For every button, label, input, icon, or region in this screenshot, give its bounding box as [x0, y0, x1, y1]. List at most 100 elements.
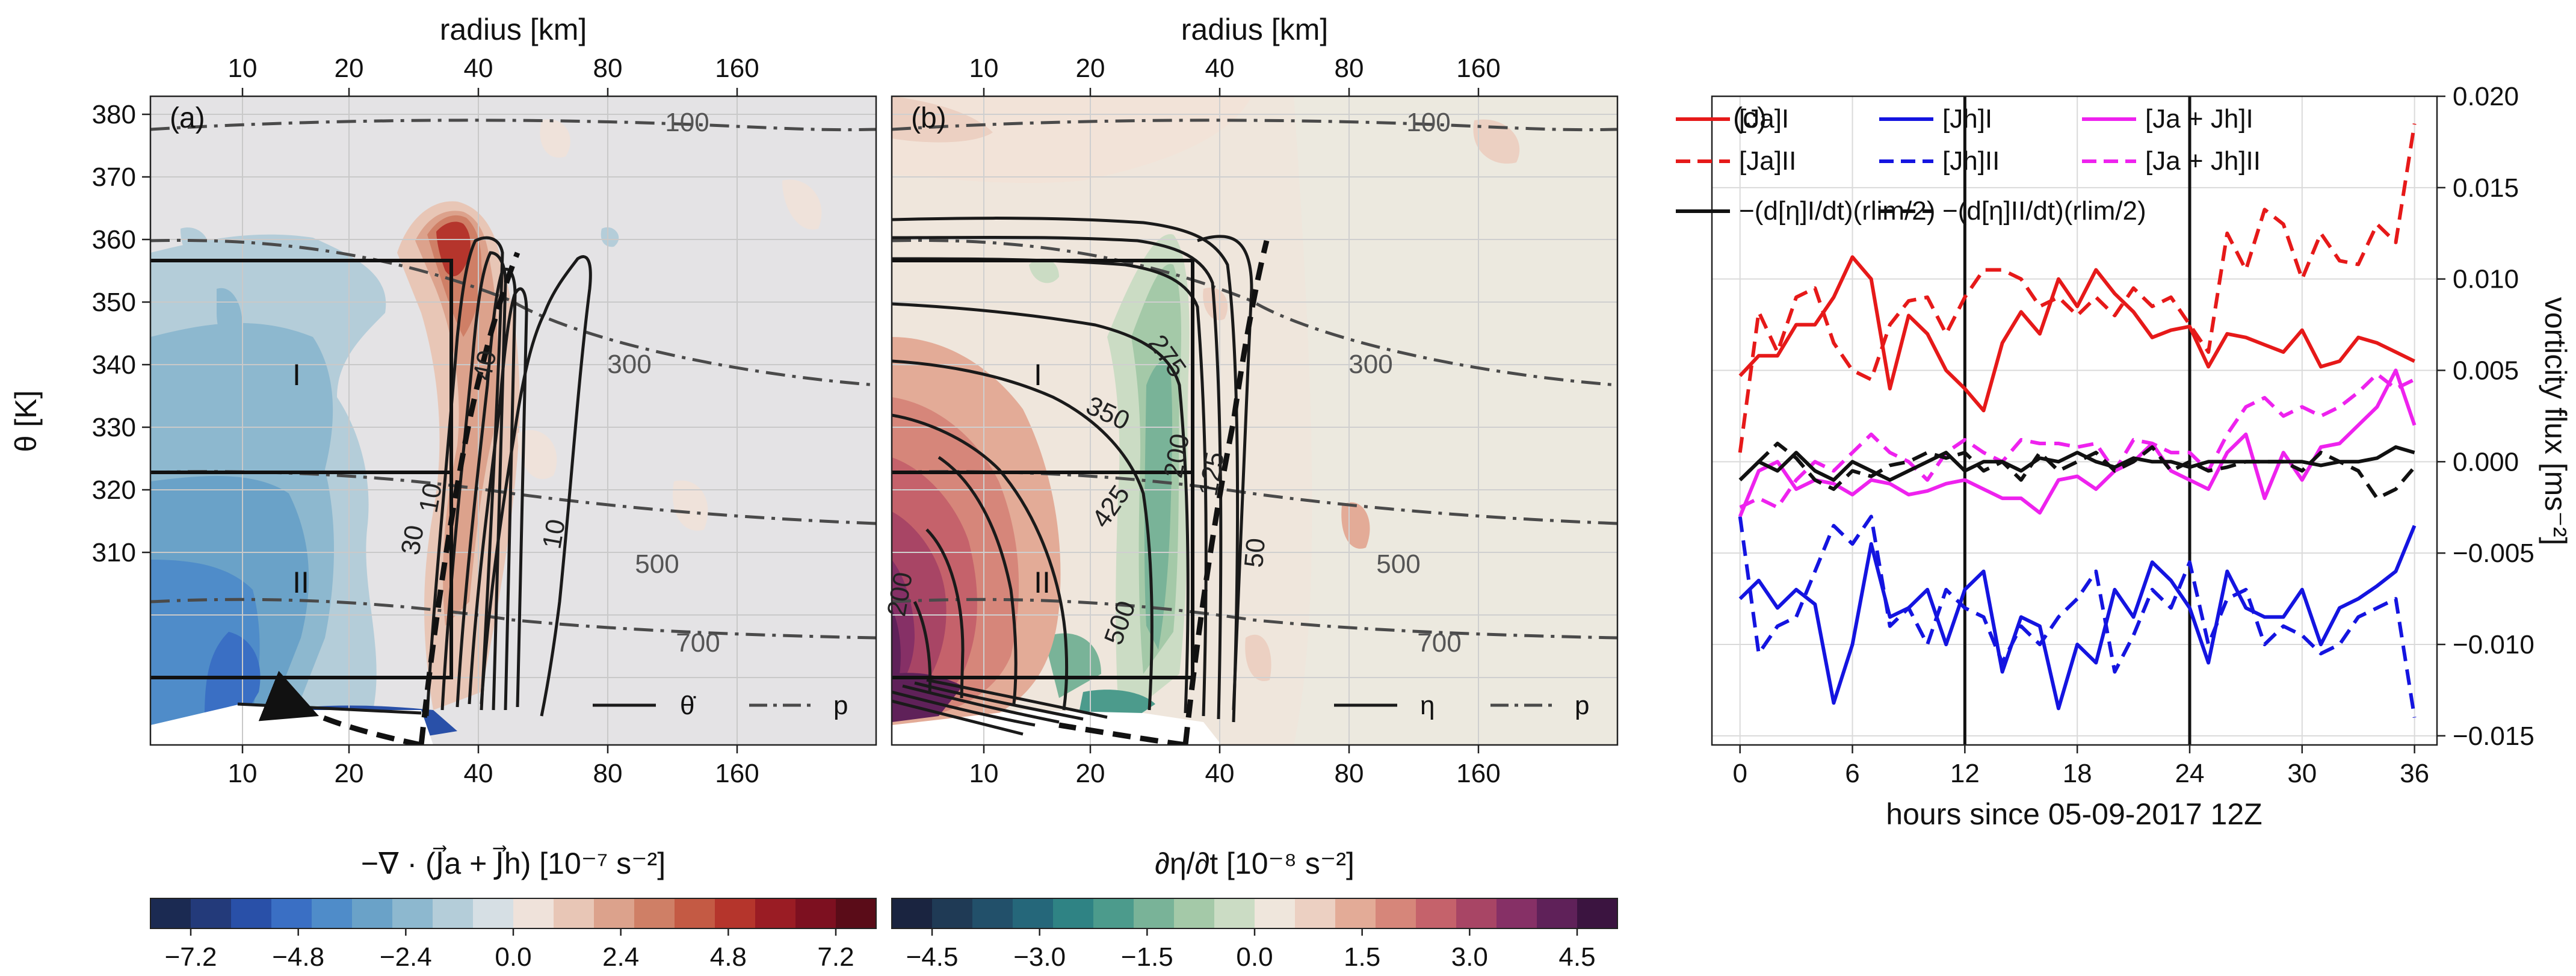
legend-label-p: p [833, 691, 848, 720]
colorbar-a-label: −∇ · (J⃗a + J⃗h) [10⁻⁷ s⁻²] [361, 845, 666, 880]
colorbar-tick-label: −3.0 [1013, 942, 1066, 972]
colorbar-swatch [1496, 898, 1537, 928]
panel-c-frame [1711, 95, 2438, 746]
colorbar-swatch [1214, 898, 1255, 928]
panel-a-pressure-label: 300 [607, 350, 651, 379]
colorbar-tick-label: −4.8 [272, 942, 324, 972]
legend-label: [Ja]II [1739, 146, 1796, 176]
colorbar-swatch [1053, 898, 1094, 928]
colorbar-swatch [675, 898, 715, 928]
colorbar-tick-label: −4.5 [906, 942, 959, 972]
colorbar-swatch [634, 898, 675, 928]
bottom-tick-label: 40 [1205, 759, 1235, 788]
panel-b-legend: η p [1334, 691, 1589, 720]
colorbar-swatch [1013, 898, 1054, 928]
x-tick-label: 0 [1732, 759, 1747, 788]
x-tick-label: 30 [2287, 759, 2317, 788]
colorbar-swatch [271, 898, 312, 928]
colorbar-swatch [191, 898, 232, 928]
series-line [1738, 525, 2417, 711]
colorbar-swatch [795, 898, 836, 928]
x-tick-label: 6 [1845, 759, 1859, 788]
panel-b-field [892, 96, 1617, 745]
colorbar-swatch [1093, 898, 1134, 928]
colorbar-swatch [1416, 898, 1457, 928]
y-tick-label: 0.010 [2453, 265, 2519, 294]
colorbar-tick-label: 0.0 [495, 942, 531, 972]
panel-b-region-I: I [1034, 358, 1042, 392]
colorbar-tick-label: 7.2 [817, 942, 854, 972]
colorbar-tick-label: −1.5 [1121, 942, 1173, 972]
legend-label-thetadot: θ̇ [680, 691, 696, 720]
x-tick-label: 12 [1950, 759, 1980, 788]
panel-c: 0 6 12 18 24 30 36 0.020 0.015 0.010 0.005 0.000 −0.… [1676, 82, 2572, 831]
panel-a-y-axis-label: θ [K] [9, 391, 43, 452]
colorbar-tick-label: −2.4 [380, 942, 432, 972]
panel-a-pressure-label: 100 [665, 108, 709, 137]
panel-b-label: (b) [911, 102, 947, 134]
colorbar-b-label: ∂η/∂t [10⁻⁸ s⁻²] [1155, 847, 1354, 880]
panel-c-series [1738, 123, 2417, 718]
panel-b-top-axis-label: radius [km] [1181, 13, 1329, 46]
bottom-tick-label: 10 [228, 759, 258, 788]
panel-b-pressure-label: 300 [1348, 350, 1392, 379]
series-line [1739, 372, 2415, 510]
panel-c-legend: [Ja]I[Ja]II−(d[η]I/dt)(rlim/2)[Jh]I[Jh]I… [1676, 104, 2261, 226]
top-tick-label: 80 [1335, 54, 1364, 83]
panel-a-contour-label: 30 [395, 523, 430, 557]
panel-c-y-axis-label: vorticity flux [ms⁻²] [2539, 297, 2572, 546]
top-tick-label: 20 [1076, 54, 1105, 83]
legend-label-p: p [1575, 691, 1589, 720]
panel-c-label: (c) [1733, 102, 1767, 134]
colorbar-swatch [1577, 898, 1618, 928]
panel-b-contour-label: 50 [1239, 537, 1271, 569]
y-tick-label: 380 [92, 100, 136, 129]
colorbar-swatch [594, 898, 635, 928]
panel-a-label: (a) [170, 102, 205, 134]
colorbar-swatch [755, 898, 796, 928]
y-tick-label: 0.005 [2453, 356, 2519, 385]
colorbar-tick-label: 0.0 [1236, 942, 1273, 972]
bottom-tick-label: 80 [1335, 759, 1364, 788]
colorbar-swatch [513, 898, 554, 928]
colorbar-swatch [1255, 898, 1296, 928]
x-tick-label: 18 [2063, 759, 2092, 788]
panel-b-region-II: II [1034, 566, 1051, 599]
colorbar-swatch [554, 898, 595, 928]
series-line [1738, 255, 2415, 413]
top-tick-label: 160 [1456, 54, 1500, 83]
legend-label: [Jh]I [1942, 104, 1992, 134]
x-tick-label: 24 [2175, 759, 2205, 788]
legend-label: −(d[η]II/dt)(rlim/2) [1942, 196, 2146, 226]
panel-c-background [1712, 96, 2437, 745]
panel-b-pressure-label: 100 [1406, 108, 1450, 137]
panel-a-ticks: 10 20 40 80 160 10 20 40 80 160 380 370 360 350 340 330… [92, 54, 759, 788]
bottom-tick-label: 160 [715, 759, 759, 788]
panel-a: (a) radius [km] θ [K] I II 40 30 10 10 1… [9, 13, 877, 788]
legend-label-eta: η [1420, 691, 1435, 720]
panel-b: (b) radius [km] I II 275 350 200 425 125… [882, 13, 1619, 788]
bottom-tick-label: 20 [1076, 759, 1105, 788]
y-tick-label: −0.015 [2453, 721, 2534, 751]
colorbar-swatch [1174, 898, 1215, 928]
y-tick-label: 0.020 [2453, 82, 2519, 111]
panel-a-contour-label: 40 [468, 348, 502, 383]
bottom-tick-label: 160 [1456, 759, 1500, 788]
panel-b-ticks: 10 20 40 80 160 10 20 40 80 160 [969, 54, 1501, 788]
y-tick-label: −0.010 [2453, 630, 2534, 659]
panel-a-pressure-label: 500 [635, 549, 679, 579]
colorbar-tick-label: 4.8 [710, 942, 747, 972]
panel-a-frame [149, 95, 877, 746]
panel-c-x-axis-label: hours since 05-09-2017 12Z [1886, 797, 2262, 831]
colorbar-swatch [150, 898, 191, 928]
colorbar-swatch [473, 898, 514, 928]
colorbar-b: ∂η/∂t [10⁻⁸ s⁻²] −4.5 −3.0 −1.5 0.0 1.5 3.0 4.… [891, 847, 1618, 972]
colorbar-swatch [392, 898, 433, 928]
colorbar-swatch [1134, 898, 1175, 928]
panel-b-pressure-label: 500 [1376, 549, 1420, 579]
colorbar-swatch [715, 898, 756, 928]
top-tick-label: 40 [1205, 54, 1235, 83]
colorbar-swatch [836, 898, 877, 928]
colorbar-swatch [312, 898, 353, 928]
